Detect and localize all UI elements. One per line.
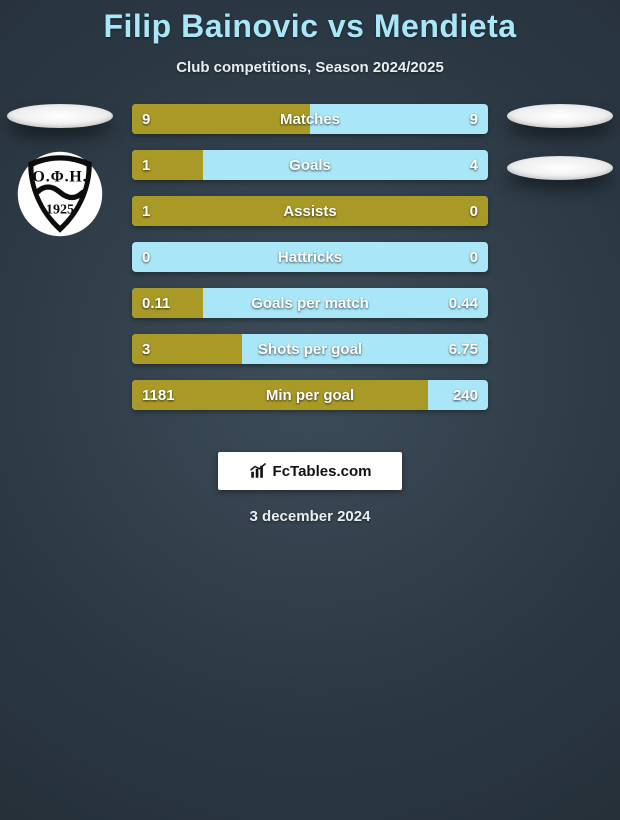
badge-year: 1925 [46, 201, 74, 217]
player-right-platform-1 [507, 104, 613, 128]
stat-bars: Matches 9 9 Goals 1 4 Assists 1 0 [132, 104, 488, 410]
chart-icon [249, 462, 267, 480]
player-right-platform-2 [507, 156, 613, 180]
stat-left-value: 1 [142, 157, 150, 174]
player-left-side: Ο.Φ.Η. 1925 [4, 104, 116, 238]
stat-right-value: 9 [470, 111, 478, 128]
stat-row-goals: Goals 1 4 [132, 150, 488, 180]
stat-right-value: 240 [453, 387, 478, 404]
stat-row-assists: Assists 1 0 [132, 196, 488, 226]
player-left-platform [7, 104, 113, 128]
shield-icon: Ο.Φ.Η. 1925 [16, 150, 104, 238]
stat-right-value: 0 [470, 203, 478, 220]
stat-row-shots-per-goal: Shots per goal 3 6.75 [132, 334, 488, 364]
badge-letters: Ο.Φ.Η. [33, 169, 88, 186]
stat-right-value: 0.44 [449, 295, 478, 312]
stat-right-value: 0 [470, 249, 478, 266]
comparison-arena: Ο.Φ.Η. 1925 Matches 9 9 Goals [0, 104, 620, 424]
attribution-text: FcTables.com [273, 463, 372, 480]
club-badge-left: Ο.Φ.Η. 1925 [16, 150, 104, 238]
stat-left-value: 1 [142, 203, 150, 220]
stat-left-value: 0.11 [142, 295, 170, 312]
player-right-side [504, 104, 616, 180]
stat-row-goals-per-match: Goals per match 0.11 0.44 [132, 288, 488, 318]
dateline: 3 december 2024 [0, 508, 620, 525]
page-title: Filip Bainovic vs Mendieta [0, 0, 620, 45]
stat-row-min-per-goal: Min per goal 1181 240 [132, 380, 488, 410]
stat-left-value: 1181 [142, 387, 175, 404]
stat-left-value: 9 [142, 111, 150, 128]
stat-right-value: 4 [470, 157, 478, 174]
stat-left-value: 0 [142, 249, 150, 266]
stat-left-value: 3 [142, 341, 150, 358]
attribution-badge: FcTables.com [218, 452, 402, 490]
stat-row-matches: Matches 9 9 [132, 104, 488, 134]
subtitle: Club competitions, Season 2024/2025 [0, 59, 620, 76]
stat-row-hattricks: Hattricks 0 0 [132, 242, 488, 272]
stat-right-value: 6.75 [449, 341, 478, 358]
